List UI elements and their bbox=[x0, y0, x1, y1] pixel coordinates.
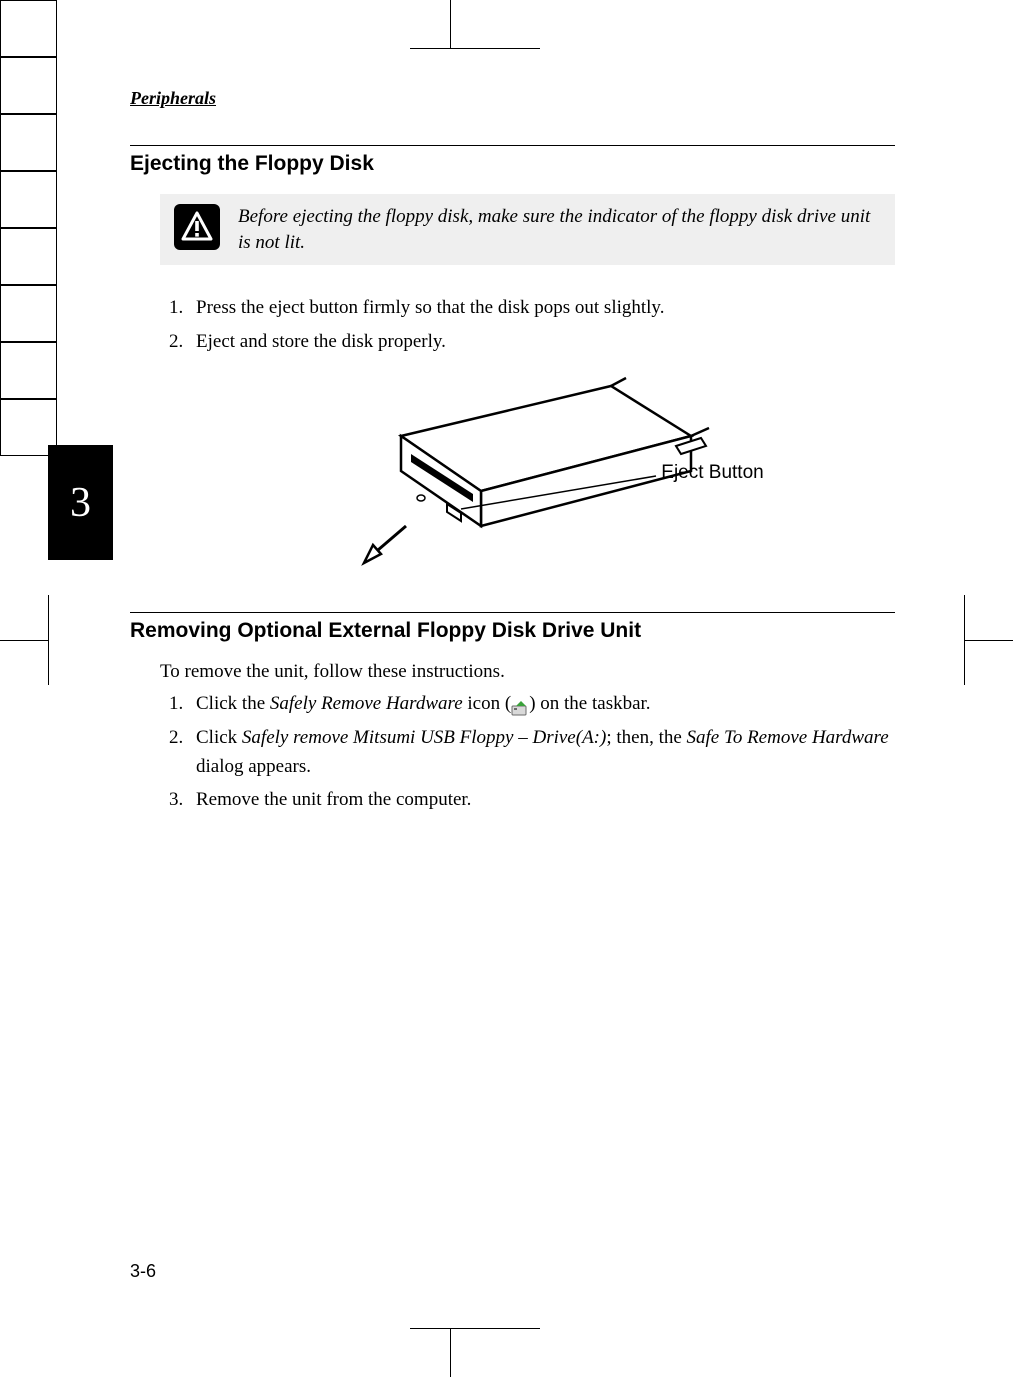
crop-mark bbox=[0, 57, 57, 114]
crop-mark bbox=[965, 640, 1013, 641]
list-item: Eject and store the disk properly. bbox=[188, 327, 895, 356]
warning-callout: Before ejecting the floppy disk, make su… bbox=[160, 194, 895, 265]
figure-label: Eject Button bbox=[661, 462, 763, 484]
crop-mark bbox=[0, 640, 48, 641]
crop-mark bbox=[450, 0, 451, 48]
crop-mark bbox=[0, 285, 57, 342]
page-number: 3-6 bbox=[130, 1261, 156, 1282]
crop-mark bbox=[48, 595, 49, 685]
crop-mark bbox=[0, 171, 57, 228]
step-text-italic: Safely Remove Hardware bbox=[270, 693, 463, 714]
chapter-number: 3 bbox=[70, 479, 91, 527]
step-text: ) on the taskbar. bbox=[529, 693, 650, 714]
warning-icon bbox=[174, 204, 220, 250]
intro-text: To remove the unit, follow these instruc… bbox=[160, 661, 895, 683]
safely-remove-hardware-icon bbox=[511, 696, 529, 712]
list-item: Remove the unit from the computer. bbox=[188, 785, 895, 814]
crop-mark bbox=[410, 48, 540, 49]
list-item: Click Safely remove Mitsumi USB Floppy –… bbox=[188, 723, 895, 782]
step-text: ; then, the bbox=[606, 727, 686, 748]
running-head: Peripherals bbox=[130, 88, 895, 109]
crop-mark bbox=[0, 0, 57, 57]
section-heading-ejecting: Ejecting the Floppy Disk bbox=[130, 145, 895, 176]
step-text: dialog appears. bbox=[196, 756, 311, 777]
step-text: icon ( bbox=[463, 693, 512, 714]
step-text-italic: Safely remove Mitsumi USB Floppy – Drive… bbox=[242, 727, 606, 748]
list-item: Click the Safely Remove Hardware icon ()… bbox=[188, 689, 895, 718]
crop-mark bbox=[450, 1329, 451, 1377]
crop-mark bbox=[410, 1328, 540, 1329]
step-text: Click bbox=[196, 727, 242, 748]
crop-mark bbox=[964, 595, 965, 685]
chapter-tab: 3 bbox=[48, 445, 113, 560]
list-item: Press the eject button firmly so that th… bbox=[188, 293, 895, 322]
section-heading-removing: Removing Optional External Floppy Disk D… bbox=[130, 612, 895, 643]
eject-steps: Press the eject button firmly so that th… bbox=[160, 293, 895, 356]
crop-mark bbox=[0, 228, 57, 285]
warning-text: Before ejecting the floppy disk, make su… bbox=[238, 204, 881, 255]
crop-mark bbox=[0, 342, 57, 399]
step-text-italic: Safe To Remove Hardware bbox=[687, 727, 889, 748]
crop-mark bbox=[0, 114, 57, 171]
page-content: Peripherals Ejecting the Floppy Disk Bef… bbox=[130, 88, 895, 819]
step-text: Click the bbox=[196, 693, 270, 714]
remove-steps: Click the Safely Remove Hardware icon ()… bbox=[160, 689, 895, 815]
floppy-drive-figure: Eject Button bbox=[130, 376, 895, 576]
